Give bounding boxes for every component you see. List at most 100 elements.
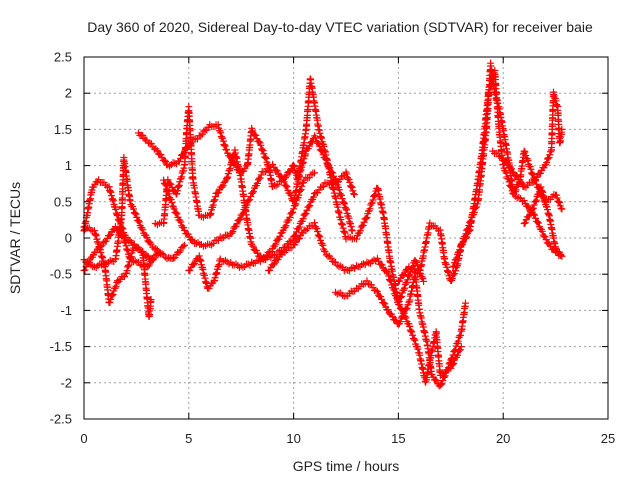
data-point	[315, 232, 323, 240]
data-point	[143, 136, 151, 144]
data-point	[249, 189, 257, 197]
data-point	[294, 225, 302, 233]
data-point	[448, 275, 456, 283]
data-point	[524, 157, 532, 165]
data-point	[310, 193, 318, 201]
data-point	[527, 165, 535, 173]
data-point	[362, 215, 370, 223]
data-point	[272, 166, 280, 174]
data-point	[170, 205, 178, 213]
data-point	[449, 271, 457, 279]
data-point	[319, 241, 327, 249]
data-point	[213, 189, 221, 197]
data-point	[192, 239, 200, 247]
data-point	[111, 284, 119, 292]
data-point	[198, 130, 206, 138]
data-point	[158, 250, 166, 258]
data-point	[311, 189, 319, 197]
data-point	[449, 351, 457, 359]
data-point	[311, 219, 319, 227]
data-point	[188, 236, 196, 244]
data-point	[458, 241, 466, 249]
data-point	[318, 147, 326, 155]
data-point	[386, 276, 394, 284]
data-point	[329, 169, 337, 177]
y-axis-label: SDTVAR / TECUs	[7, 182, 23, 294]
data-point	[269, 261, 277, 269]
data-point	[432, 376, 440, 384]
data-point	[186, 266, 194, 274]
data-point	[289, 208, 297, 216]
data-point	[264, 248, 272, 256]
data-point	[405, 271, 413, 279]
data-point	[302, 210, 310, 218]
data-point	[507, 182, 515, 190]
data-point	[363, 277, 371, 285]
data-point	[108, 291, 116, 299]
data-point	[295, 234, 303, 242]
data-point	[287, 191, 295, 199]
data-point	[314, 227, 322, 235]
data-point	[348, 183, 356, 191]
data-point	[400, 309, 408, 317]
x-tick-label: 0	[80, 431, 87, 446]
data-point	[369, 196, 377, 204]
data-point	[439, 376, 447, 384]
data-point	[267, 248, 275, 256]
data-point	[335, 186, 343, 194]
data-point	[543, 159, 551, 167]
data-point	[219, 182, 227, 190]
data-point	[173, 210, 181, 218]
data-point	[395, 301, 403, 309]
data-point	[172, 209, 180, 217]
data-point	[233, 220, 241, 228]
data-point	[389, 313, 397, 321]
data-point	[529, 171, 537, 179]
data-point	[81, 266, 89, 274]
data-point	[276, 232, 284, 240]
data-point	[372, 286, 380, 294]
data-point	[167, 196, 175, 204]
data-point	[333, 290, 341, 298]
data-point	[532, 196, 540, 204]
data-point	[524, 213, 532, 221]
y-tick-label: 0	[65, 231, 72, 246]
data-point	[317, 146, 325, 154]
data-point	[160, 156, 168, 164]
data-point	[197, 132, 205, 140]
data-point	[288, 236, 296, 244]
data-point	[109, 290, 117, 298]
data-point	[378, 261, 386, 269]
data-point	[399, 272, 407, 280]
data-point	[295, 223, 303, 231]
data-point	[316, 233, 324, 241]
data-point	[149, 256, 157, 264]
data-point	[318, 183, 326, 191]
data-point	[538, 227, 546, 235]
data-point	[403, 304, 411, 312]
data-point	[179, 242, 187, 250]
data-point	[518, 179, 526, 187]
data-point	[451, 346, 459, 354]
data-point	[332, 288, 340, 296]
data-point	[461, 299, 469, 307]
data-point	[502, 169, 510, 177]
data-point	[337, 262, 345, 270]
data-point	[343, 170, 351, 178]
data-point	[133, 213, 141, 221]
data-point	[184, 230, 192, 238]
data-point	[107, 231, 115, 239]
data-point	[556, 198, 564, 206]
data-point	[167, 180, 175, 188]
data-point	[406, 322, 414, 330]
data-point	[360, 218, 368, 226]
data-point	[208, 241, 216, 249]
data-point	[438, 380, 446, 388]
data-point	[321, 248, 329, 256]
data-point	[260, 150, 268, 158]
data-point	[410, 335, 418, 343]
data-point	[273, 167, 281, 175]
data-point	[444, 364, 452, 372]
data-point	[218, 183, 226, 191]
data-point	[214, 189, 222, 196]
